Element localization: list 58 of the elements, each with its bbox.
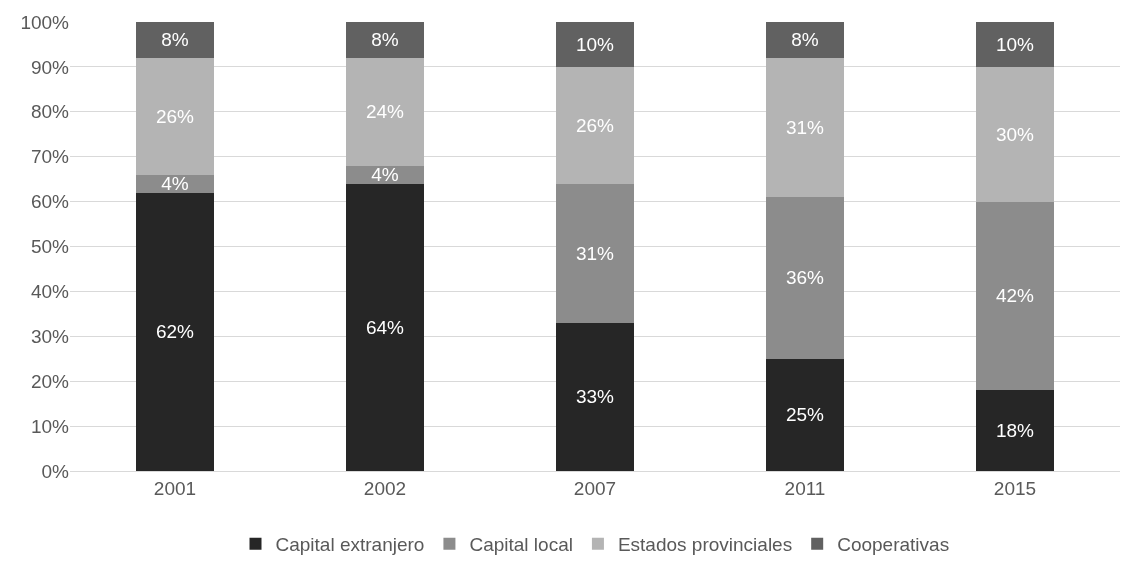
y-tick-label: 70% — [30, 146, 70, 168]
bar — [556, 66, 634, 184]
bar — [976, 66, 1054, 202]
bar — [556, 22, 634, 67]
y-tick-label: 40% — [30, 281, 70, 303]
data-label: 10% — [995, 33, 1035, 55]
data-label: 62% — [155, 321, 195, 343]
y-tick-label: 10% — [30, 415, 70, 437]
bar — [976, 201, 1054, 391]
data-label: 8% — [371, 29, 399, 51]
data-label: 4% — [161, 173, 189, 195]
y-tick-label: 90% — [30, 56, 70, 78]
data-label: 26% — [575, 114, 615, 136]
bar — [976, 390, 1054, 471]
bar — [766, 57, 844, 198]
data-label: 4% — [371, 164, 399, 186]
x-tick-label: 2015 — [993, 477, 1037, 499]
data-label: 18% — [995, 420, 1035, 442]
bar — [136, 22, 214, 58]
legend-label: Cooperativas — [837, 534, 950, 556]
x-tick-label: 2002 — [363, 477, 407, 499]
bar — [346, 183, 424, 471]
bar — [556, 183, 634, 323]
bar — [136, 192, 214, 471]
y-tick-label: 30% — [30, 325, 70, 347]
bar — [346, 57, 424, 166]
data-label: 31% — [785, 117, 825, 139]
bar — [976, 22, 1054, 67]
bar — [346, 22, 424, 58]
data-label: 24% — [365, 101, 405, 123]
bar — [136, 57, 214, 175]
y-tick-label: 80% — [30, 101, 70, 123]
data-label: 36% — [785, 267, 825, 289]
x-tick-label: 2001 — [153, 477, 197, 499]
data-label: 30% — [995, 123, 1035, 145]
y-tick-label: 60% — [30, 191, 70, 213]
data-label: 31% — [575, 242, 615, 264]
x-tick-label: 2011 — [784, 477, 826, 499]
legend-label: Estados provinciales — [617, 534, 793, 556]
legend-label: Capital local — [469, 534, 573, 556]
data-label: 42% — [995, 285, 1035, 307]
y-tick-label: 20% — [30, 370, 70, 392]
bar — [766, 22, 844, 58]
x-tick-label: 2007 — [573, 477, 617, 499]
data-label: 10% — [575, 33, 615, 55]
bar — [556, 322, 634, 471]
legend-label: Capital extranjero — [275, 534, 425, 556]
data-label: 33% — [575, 386, 615, 408]
data-label: 25% — [785, 404, 825, 426]
bar — [766, 197, 844, 359]
y-tick-label: 100% — [20, 11, 70, 33]
data-label: 26% — [155, 105, 195, 127]
bar — [766, 358, 844, 471]
y-tick-label: 50% — [30, 236, 70, 258]
data-label: 8% — [791, 29, 819, 51]
data-label: 8% — [161, 29, 189, 51]
y-tick-label: 0% — [41, 460, 70, 482]
data-label: 64% — [365, 316, 405, 338]
